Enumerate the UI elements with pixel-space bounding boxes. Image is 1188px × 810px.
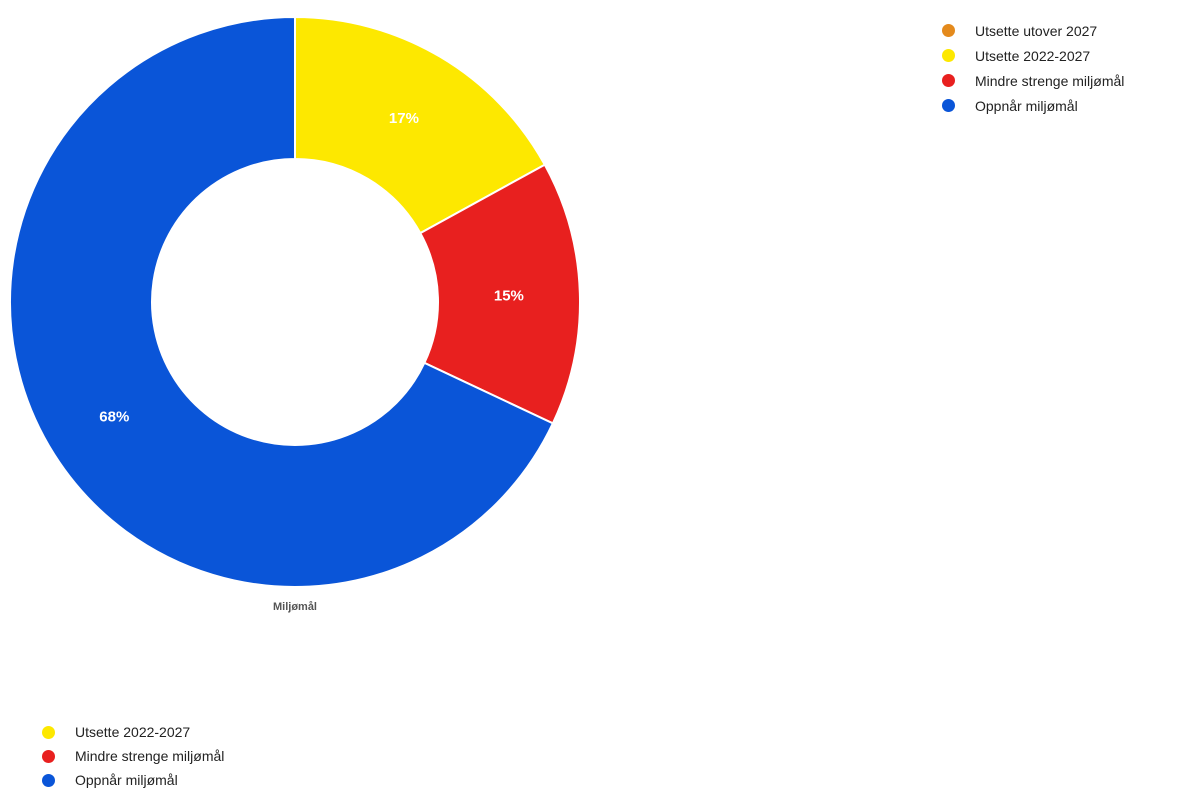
chart-caption: Miljømål bbox=[273, 601, 317, 613]
legend-swatch-icon bbox=[942, 99, 955, 112]
legend-label: Oppnår miljømål bbox=[975, 97, 1078, 114]
legend-swatch-icon bbox=[42, 749, 55, 763]
legend-label: Mindre strenge miljømål bbox=[975, 72, 1125, 89]
slice-label-mindre-strenge-miljomal: 15% bbox=[494, 287, 524, 304]
legend-swatch-icon bbox=[42, 725, 55, 739]
legend-bottom: Utsette 2022-2027 Mindre strenge miljømål… bbox=[42, 720, 224, 792]
slice-mindre-strenge-miljomal[interactable] bbox=[418, 163, 581, 425]
legend-item-utsette-2022-2027[interactable]: Utsette 2022-2027 bbox=[42, 720, 224, 744]
donut-slices bbox=[9, 15, 581, 588]
slice-utsette-2022-2027[interactable] bbox=[294, 15, 547, 235]
legend-swatch-icon bbox=[942, 49, 955, 62]
donut-chart: 17% 15% 68% Miljømål bbox=[9, 15, 581, 613]
legend-item-utsette-utover-2027[interactable]: Utsette utover 2027 bbox=[942, 18, 1124, 43]
legend-swatch-icon bbox=[942, 74, 955, 87]
legend-label: Oppnår miljømål bbox=[75, 772, 178, 788]
legend-label: Mindre strenge miljømål bbox=[75, 748, 225, 764]
legend-item-utsette-2022-2027[interactable]: Utsette 2022-2027 bbox=[942, 43, 1124, 68]
legend-item-oppnar-miljomal[interactable]: Oppnår miljømål bbox=[942, 93, 1124, 118]
donut-slice-labels: 17% 15% 68% bbox=[99, 110, 524, 426]
legend-item-mindre-strenge-miljomal[interactable]: Mindre strenge miljømål bbox=[942, 68, 1124, 93]
legend-label: Utsette 2022-2027 bbox=[975, 47, 1091, 64]
slice-oppnar-miljomal[interactable] bbox=[9, 15, 555, 588]
legend-item-mindre-strenge-miljomal[interactable]: Mindre strenge miljømål bbox=[42, 744, 224, 768]
slice-label-oppnar-miljomal: 68% bbox=[99, 409, 129, 426]
legend-label: Utsette utover 2027 bbox=[975, 22, 1098, 39]
legend-swatch-icon bbox=[942, 24, 955, 37]
legend-top: Utsette utover 2027 Utsette 2022-2027 Mind… bbox=[942, 18, 1124, 118]
legend-item-oppnar-miljomal[interactable]: Oppnår miljømål bbox=[42, 768, 224, 792]
legend-label: Utsette 2022-2027 bbox=[75, 724, 191, 740]
slice-label-utsette-2022-2027: 17% bbox=[389, 110, 419, 127]
legend-swatch-icon bbox=[42, 773, 55, 787]
